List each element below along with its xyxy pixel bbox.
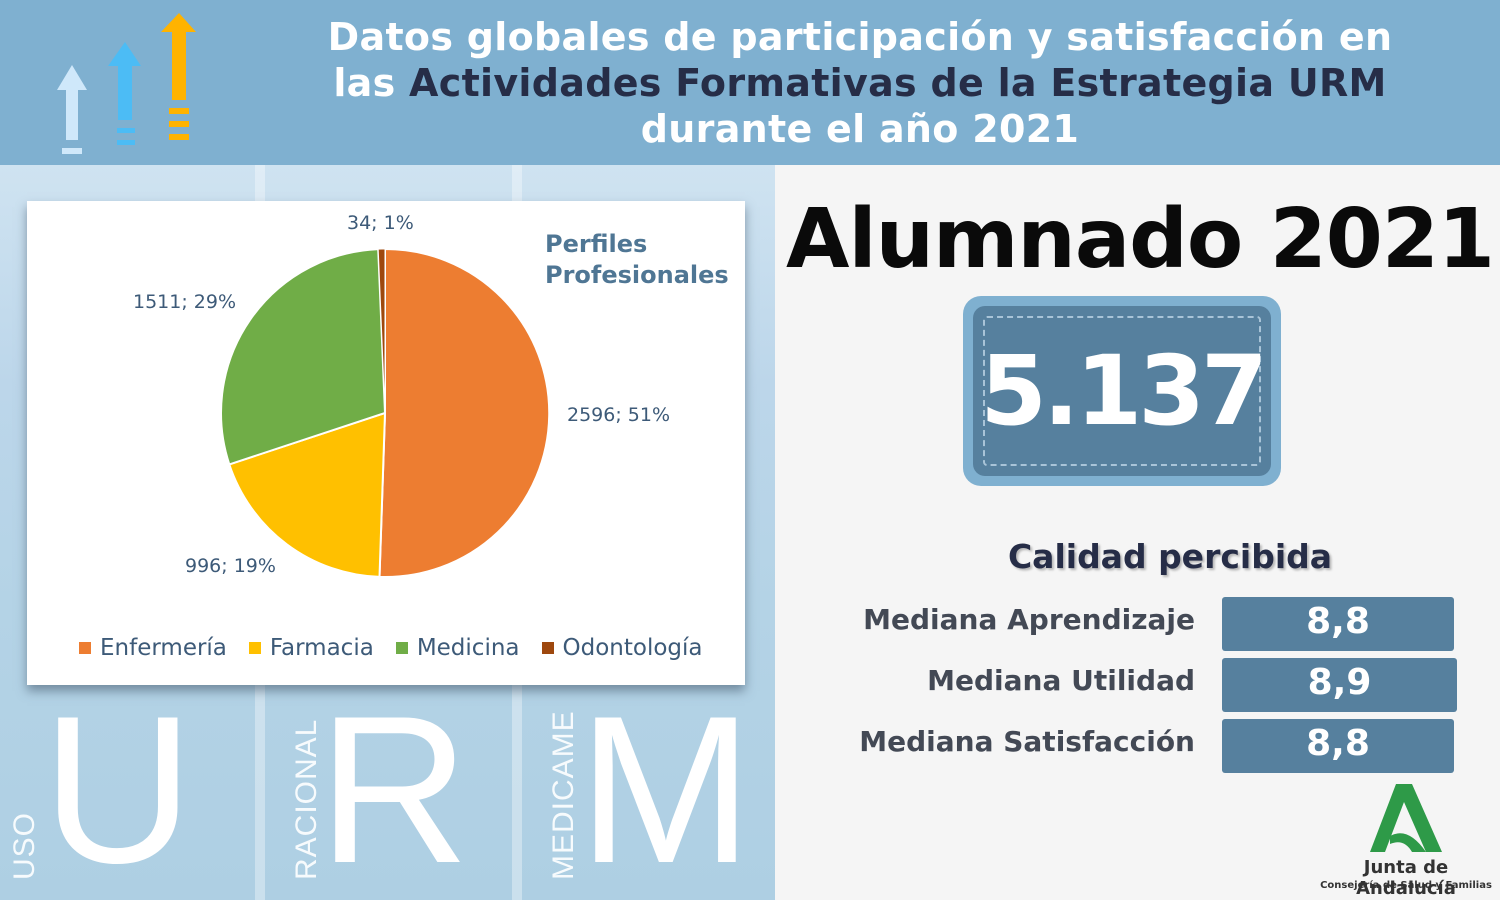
legend-item-odontologia: Odontología — [541, 635, 703, 661]
legend-swatch — [395, 642, 408, 654]
page-title: Datos globales de participación y satisf… — [270, 14, 1450, 152]
metric-label: Mediana Utilidad — [927, 664, 1195, 697]
title-line-2: las Actividades Formativas de la Estrate… — [333, 61, 1387, 105]
total-count-badge: 5.137 — [963, 296, 1281, 486]
slice-farmacia[interactable] — [228, 411, 387, 578]
legend-item-farmacia: Farmacia — [248, 635, 374, 661]
metric-label: Mediana Aprendizaje — [863, 603, 1195, 636]
logo-subtitle: Consejería de Salud y Familias — [1320, 880, 1492, 891]
letter-u: U — [42, 672, 194, 900]
data-label-medicina: 1511; 29% — [133, 291, 237, 313]
title-highlight: Actividades Formativas de la Estrategia … — [409, 61, 1387, 105]
junta-andalucia-logo: Junta de Andalucía Consejería de Salud y… — [1318, 780, 1494, 899]
slice-medicina[interactable] — [220, 248, 387, 466]
logo-name: Junta de Andalucía — [1356, 857, 1456, 899]
metric-row-utilidad: Mediana Utilidad 8,9 — [830, 658, 1460, 714]
metric-bar: 8,8 — [1222, 597, 1454, 651]
header-banner: Datos globales de participación y satisf… — [0, 0, 1500, 165]
legend-swatch — [541, 642, 554, 654]
data-label-farmacia: 996; 19% — [185, 555, 276, 577]
pie-chart — [220, 247, 551, 578]
metric-value: 8,8 — [1306, 722, 1370, 764]
pie-chart-card: Perfiles Profesionales 2596; 51% 996; 19… — [27, 201, 745, 685]
metric-bar: 8,8 — [1222, 719, 1454, 773]
andalucia-logo-icon — [1370, 784, 1442, 852]
metric-value: 8,8 — [1306, 600, 1370, 642]
title-line-1: Datos globales de participación y satisf… — [327, 15, 1393, 59]
chart-legend: Enfermería Farmacia Medicina Odontología — [79, 635, 703, 661]
slice-enfermeria[interactable] — [378, 247, 551, 578]
data-label-enfermeria: 2596; 51% — [567, 404, 671, 426]
word-medicamento: MEDICAME — [547, 710, 580, 880]
legend-swatch — [248, 642, 261, 654]
legend-swatch — [79, 642, 91, 654]
data-label-odontologia: 34; 1% — [347, 212, 414, 234]
slice-odontologia[interactable] — [377, 248, 386, 414]
metric-bar: 8,9 — [1222, 658, 1457, 712]
letter-r: R — [318, 672, 470, 900]
word-uso: USO — [8, 811, 41, 880]
alumnado-title: Alumnado 2021 — [786, 192, 1495, 287]
metric-row-aprendizaje: Mediana Aprendizaje 8,8 — [830, 597, 1460, 653]
title-line-3: durante el año 2021 — [640, 107, 1080, 151]
quality-title: Calidad percibida — [1007, 537, 1333, 576]
legend-item-enfermeria: Enfermería — [79, 635, 227, 661]
metric-label: Mediana Satisfacción — [859, 725, 1195, 758]
rising-arrows-icon — [57, 13, 196, 154]
legend-item-medicina: Medicina — [395, 635, 520, 661]
chart-title: Perfiles Profesionales — [545, 230, 729, 289]
metric-value: 8,9 — [1307, 661, 1372, 703]
total-count-value: 5.137 — [980, 335, 1268, 447]
word-racional: RACIONAL — [290, 718, 323, 880]
metric-row-satisfaccion: Mediana Satisfacción 8,8 — [830, 719, 1460, 775]
letter-m: M — [578, 672, 753, 900]
